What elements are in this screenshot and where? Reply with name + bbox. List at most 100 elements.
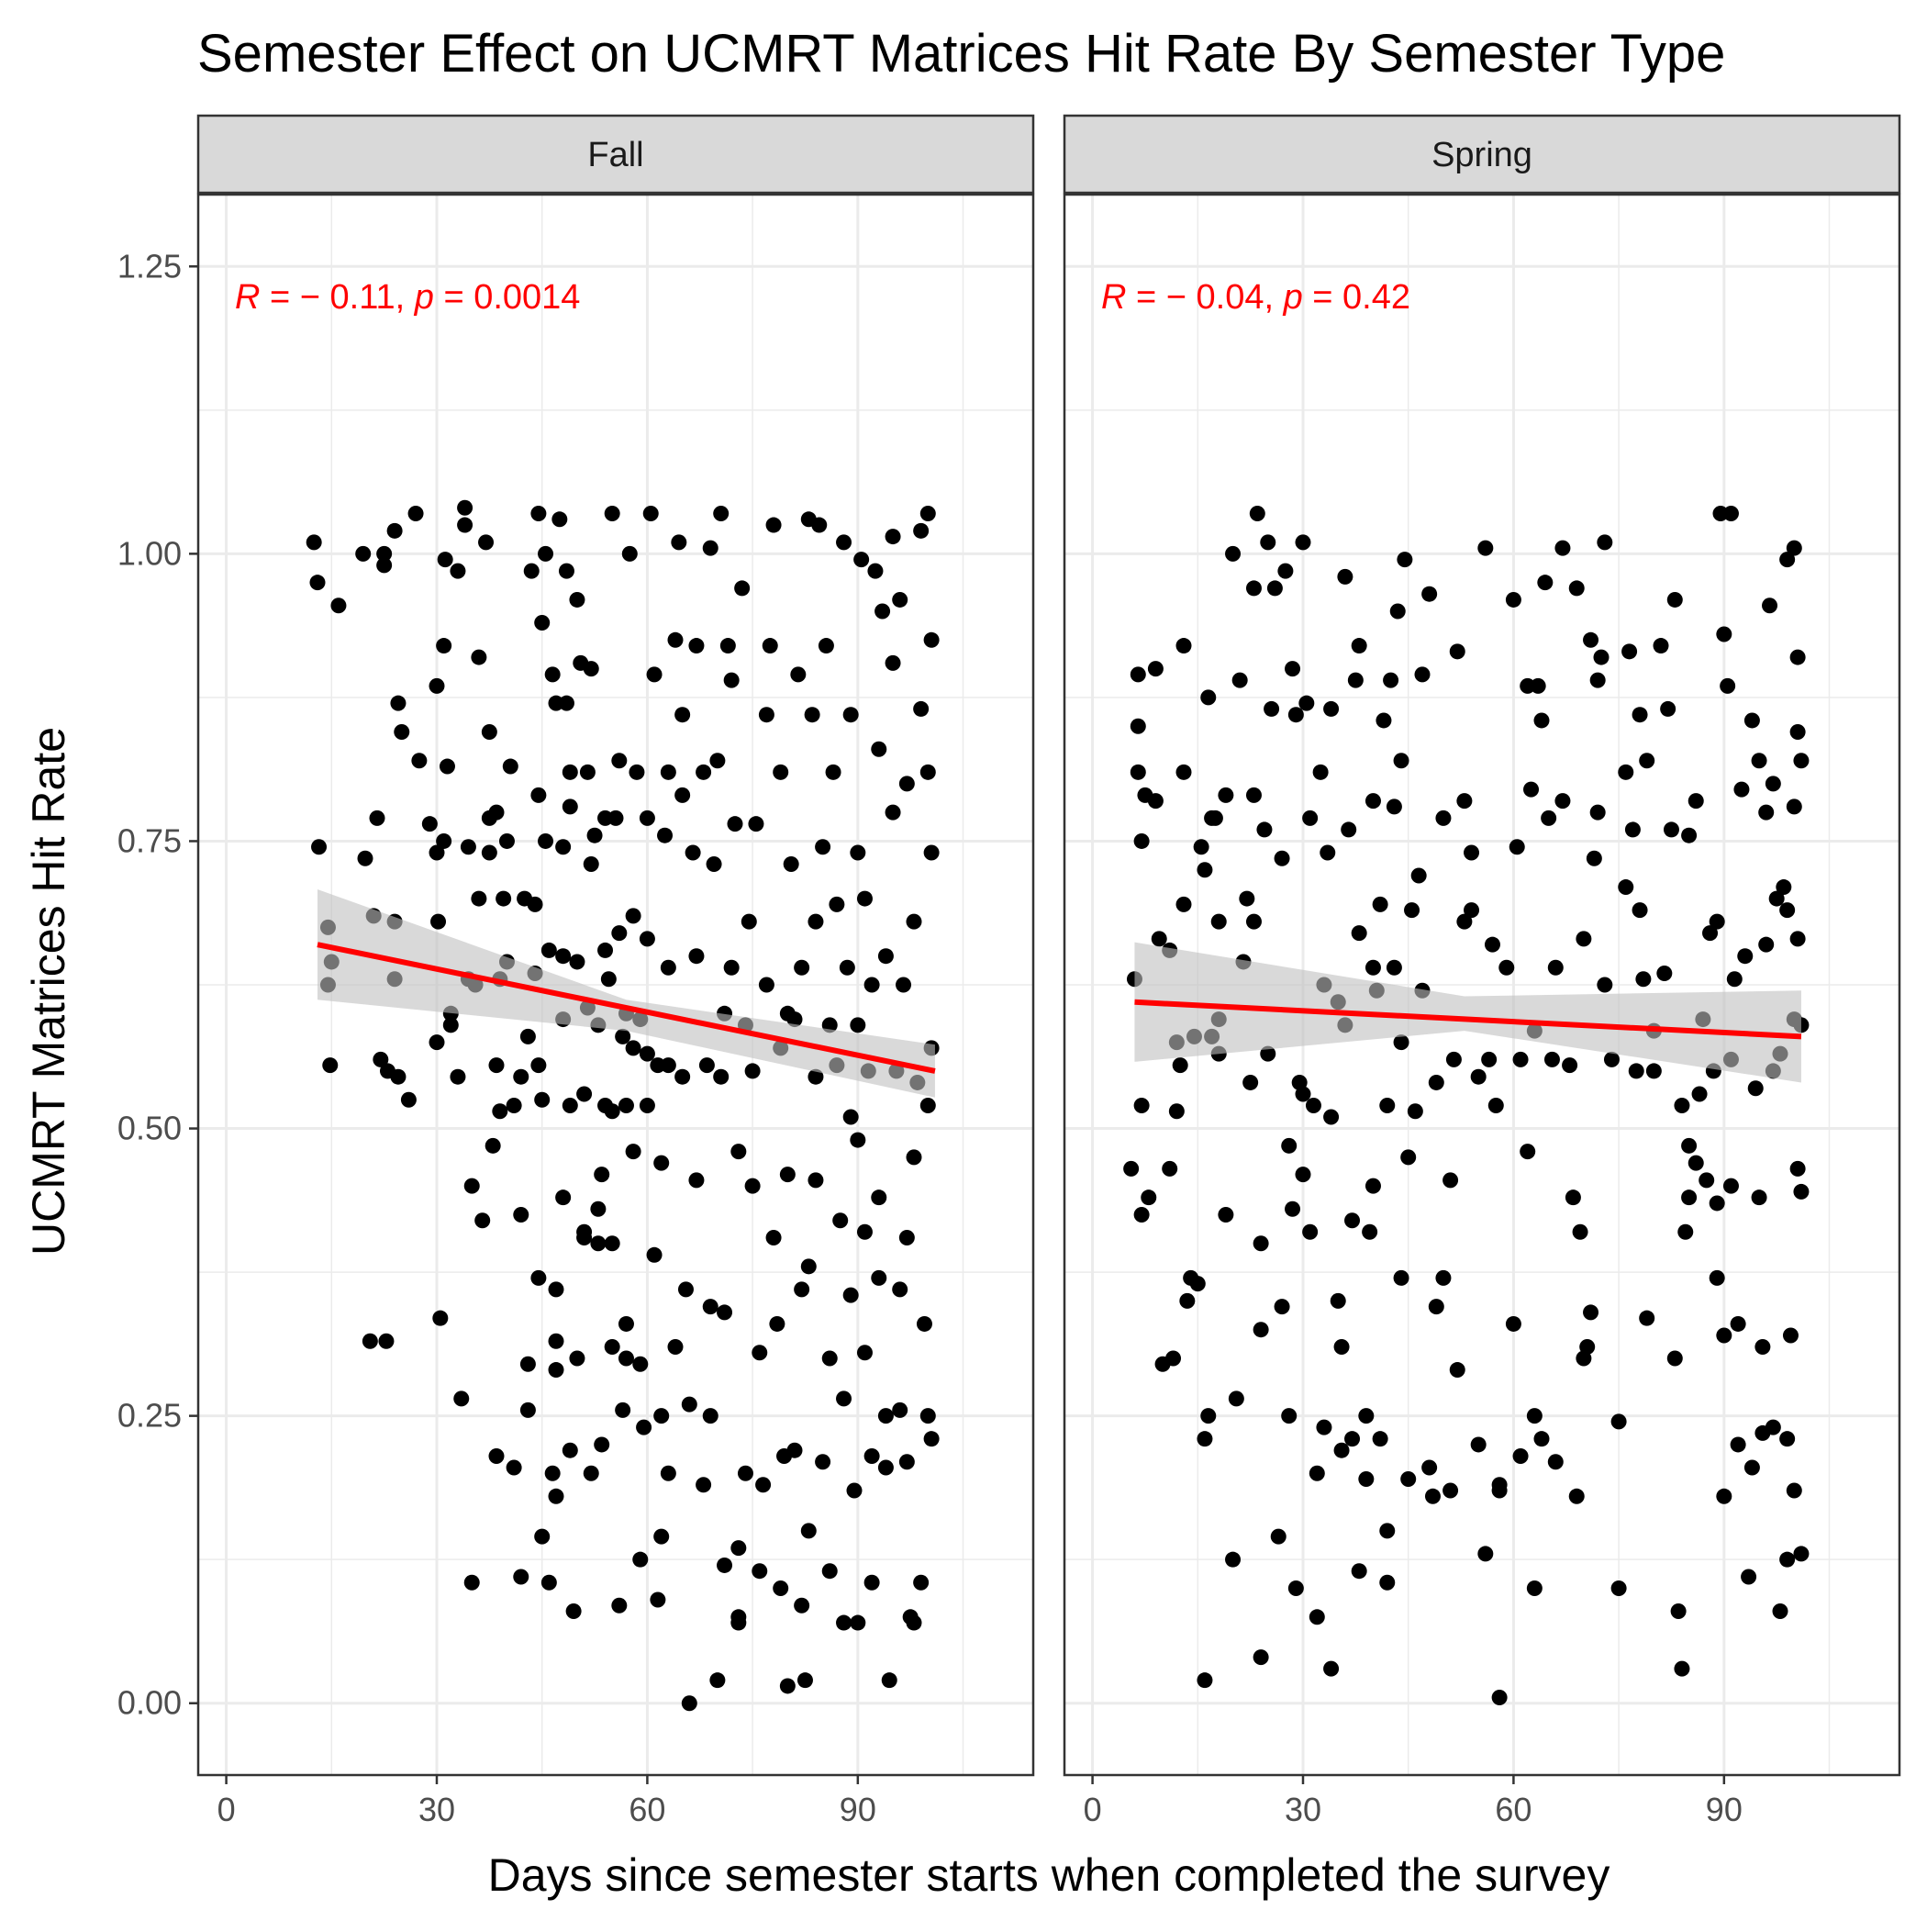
data-point — [1456, 913, 1473, 930]
data-point — [1688, 793, 1704, 810]
data-point — [850, 1132, 866, 1148]
data-point — [357, 850, 373, 866]
data-point — [1344, 1212, 1361, 1229]
data-point — [569, 954, 585, 970]
data-point — [1624, 821, 1641, 838]
data-point — [850, 844, 866, 861]
data-point — [506, 1097, 522, 1113]
data-point — [1442, 1482, 1459, 1499]
data-point — [450, 563, 466, 579]
data-point — [773, 764, 789, 780]
data-point — [527, 896, 543, 912]
data-point — [1393, 1269, 1409, 1286]
data-point — [488, 1447, 505, 1464]
data-point — [1442, 1172, 1459, 1189]
panel-border — [1063, 193, 1901, 1777]
data-point — [808, 1068, 824, 1085]
data-point — [1537, 575, 1554, 591]
data-point — [1533, 1431, 1550, 1447]
data-point — [1281, 1137, 1298, 1154]
data-point — [779, 1678, 796, 1694]
data-point — [639, 810, 655, 826]
data-point — [460, 839, 476, 855]
data-point — [615, 1028, 631, 1044]
facet-strip-label: Fall — [587, 136, 643, 174]
data-point — [534, 615, 551, 631]
data-point — [906, 1149, 922, 1166]
data-point — [1779, 902, 1796, 919]
data-point — [496, 890, 512, 907]
data-point — [696, 1477, 712, 1493]
data-point — [1786, 1482, 1802, 1499]
data-point — [457, 499, 473, 516]
data-point — [611, 1597, 628, 1614]
data-point — [1256, 821, 1273, 838]
data-point — [562, 1442, 578, 1458]
data-point — [481, 723, 497, 740]
data-point — [1175, 764, 1192, 780]
data-point — [1379, 1523, 1396, 1539]
data-point — [885, 529, 901, 545]
data-point — [632, 1356, 649, 1372]
r-label: R — [1101, 278, 1126, 317]
data-point — [1285, 661, 1301, 677]
data-point — [1789, 649, 1806, 665]
data-point — [1200, 689, 1217, 706]
data-point — [1245, 787, 1262, 803]
data-point — [786, 1011, 803, 1028]
data-point — [1543, 1051, 1560, 1067]
data-point — [653, 1408, 670, 1424]
data-point — [1253, 1649, 1269, 1666]
y-tick-label: 1.25 — [117, 247, 182, 285]
data-point — [400, 1091, 417, 1108]
data-point — [429, 1034, 445, 1051]
data-point — [1762, 597, 1778, 614]
data-point — [488, 1057, 505, 1074]
data-point — [1681, 1189, 1698, 1206]
data-point — [1330, 1292, 1346, 1309]
data-point — [842, 1287, 859, 1303]
r-value: = − 0.04, — [1126, 278, 1283, 317]
data-point — [1200, 1408, 1217, 1424]
x-tick-label: 0 — [1084, 1791, 1102, 1828]
data-point — [1523, 781, 1540, 798]
data-point — [646, 666, 663, 683]
confidence-band — [317, 889, 935, 1098]
data-point — [734, 580, 751, 597]
data-point — [1491, 1482, 1508, 1499]
data-point — [311, 839, 328, 855]
data-point — [411, 753, 428, 769]
data-point — [555, 948, 572, 965]
data-point — [1358, 1408, 1375, 1424]
panel-border — [196, 193, 1035, 1777]
data-point — [1383, 672, 1399, 688]
data-point — [463, 1178, 480, 1194]
data-point — [576, 1086, 593, 1102]
data-point — [625, 908, 641, 924]
data-point — [744, 1063, 761, 1079]
data-point — [1162, 1160, 1178, 1177]
data-point — [898, 1230, 915, 1246]
facet-strip — [196, 114, 1035, 195]
correlation-annotation: R = − 0.11, p = 0.0014 — [235, 278, 580, 317]
data-point — [836, 1614, 852, 1631]
data-point — [688, 638, 705, 654]
data-point — [1681, 827, 1698, 843]
data-point — [821, 1350, 838, 1367]
data-point — [758, 977, 774, 993]
data-point — [853, 552, 870, 568]
r-value: = − 0.11, — [260, 278, 414, 317]
data-point — [386, 522, 403, 539]
data-point — [923, 631, 940, 648]
data-point — [1351, 638, 1367, 654]
data-point — [1663, 821, 1679, 838]
data-point — [1151, 931, 1167, 947]
data-point — [660, 1057, 676, 1074]
data-point — [513, 1569, 529, 1585]
data-point — [1323, 700, 1340, 717]
data-point — [1372, 1431, 1388, 1447]
data-point — [796, 1672, 813, 1689]
data-point — [671, 534, 687, 551]
data-point — [842, 1109, 859, 1125]
